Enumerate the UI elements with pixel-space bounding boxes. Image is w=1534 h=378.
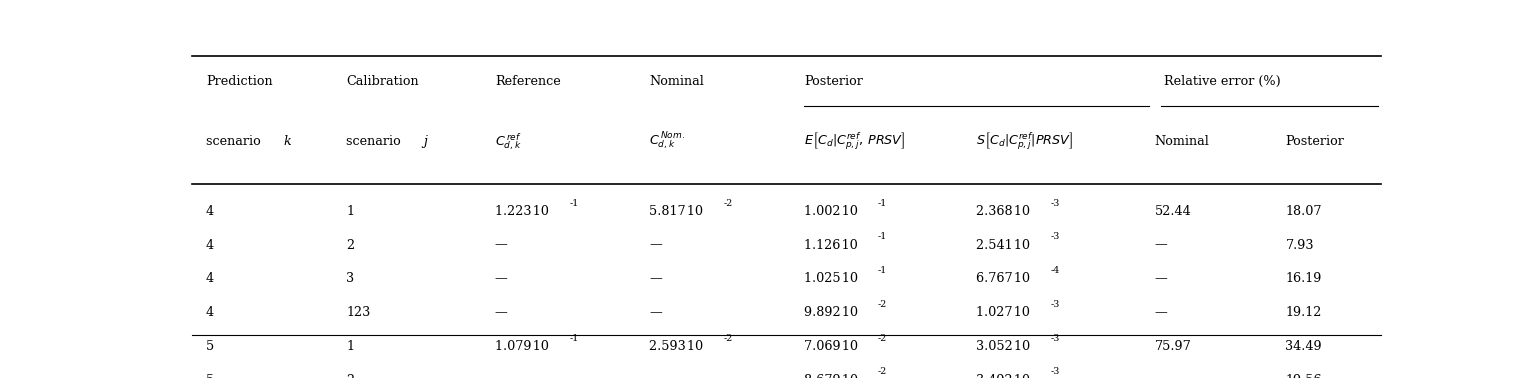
Text: 4: 4 [206, 239, 215, 251]
Text: —: — [649, 306, 663, 319]
Text: Relative error (%): Relative error (%) [1164, 75, 1281, 88]
Text: 1: 1 [347, 340, 354, 353]
Text: —: — [495, 272, 508, 285]
Text: Nominal: Nominal [649, 75, 704, 88]
Text: 1.079 10: 1.079 10 [495, 340, 549, 353]
Text: Posterior: Posterior [1285, 135, 1344, 148]
Text: Calibration: Calibration [347, 75, 419, 88]
Text: -3: -3 [1051, 367, 1060, 376]
Text: $E\left[C_d|C_{p,j}^{ref},\,PRSV\right]$: $E\left[C_d|C_{p,j}^{ref},\,PRSV\right]$ [804, 131, 905, 152]
Text: -3: -3 [1051, 198, 1060, 208]
Text: 4: 4 [206, 306, 215, 319]
Text: 2: 2 [347, 373, 354, 378]
Text: Posterior: Posterior [804, 75, 864, 88]
Text: -1: -1 [877, 232, 887, 242]
Text: 1.223 10: 1.223 10 [495, 205, 549, 218]
Text: -2: -2 [723, 334, 732, 343]
Text: —: — [1155, 239, 1167, 251]
Text: —: — [1155, 306, 1167, 319]
Text: —: — [649, 239, 663, 251]
Text: -4: -4 [1051, 266, 1060, 275]
Text: 16.19: 16.19 [1285, 272, 1322, 285]
Text: scenario: scenario [347, 135, 405, 148]
Text: -1: -1 [569, 198, 578, 208]
Text: 7.069 10: 7.069 10 [804, 340, 858, 353]
Text: Prediction: Prediction [206, 75, 273, 88]
Text: —: — [1155, 272, 1167, 285]
Text: 9.892 10: 9.892 10 [804, 306, 858, 319]
Text: 1.027 10: 1.027 10 [977, 306, 1031, 319]
Text: 1.002 10: 1.002 10 [804, 205, 858, 218]
Text: 52.44: 52.44 [1155, 205, 1192, 218]
Text: —: — [495, 373, 508, 378]
Text: -1: -1 [877, 266, 887, 275]
Text: 4: 4 [206, 272, 215, 285]
Text: 8.679 10: 8.679 10 [804, 373, 858, 378]
Text: Nominal: Nominal [1155, 135, 1210, 148]
Text: 3.492 10: 3.492 10 [977, 373, 1031, 378]
Text: 123: 123 [347, 306, 371, 319]
Text: 1.126 10: 1.126 10 [804, 239, 858, 251]
Text: $S\left[C_d|C_{p,j}^{ref}|PRSV\right]$: $S\left[C_d|C_{p,j}^{ref}|PRSV\right]$ [977, 131, 1074, 152]
Text: —: — [1155, 373, 1167, 378]
Text: 2.593 10: 2.593 10 [649, 340, 704, 353]
Text: —: — [495, 306, 508, 319]
Text: 5: 5 [206, 373, 215, 378]
Text: Reference: Reference [495, 75, 560, 88]
Text: 19.12: 19.12 [1285, 306, 1322, 319]
Text: -2: -2 [877, 300, 887, 309]
Text: -3: -3 [1051, 232, 1060, 242]
Text: -3: -3 [1051, 300, 1060, 309]
Text: $C_{d,k}^{\,Nom.}$: $C_{d,k}^{\,Nom.}$ [649, 131, 686, 152]
Text: 3.052 10: 3.052 10 [977, 340, 1031, 353]
Text: $C_{d,k}^{\,ref}$: $C_{d,k}^{\,ref}$ [495, 131, 522, 152]
Text: k: k [284, 135, 291, 148]
Text: -3: -3 [1051, 334, 1060, 343]
Text: 75.97: 75.97 [1155, 340, 1192, 353]
Text: —: — [649, 272, 663, 285]
Text: -2: -2 [877, 367, 887, 376]
Text: —: — [649, 373, 663, 378]
Text: 34.49: 34.49 [1285, 340, 1322, 353]
Text: —: — [495, 239, 508, 251]
Text: -2: -2 [877, 334, 887, 343]
Text: -2: -2 [723, 198, 732, 208]
Text: 18.07: 18.07 [1285, 205, 1322, 218]
Text: 4: 4 [206, 205, 215, 218]
Text: 6.767 10: 6.767 10 [977, 272, 1031, 285]
Text: 7.93: 7.93 [1285, 239, 1315, 251]
Text: 19.56: 19.56 [1285, 373, 1322, 378]
Text: 2: 2 [347, 239, 354, 251]
Text: 3: 3 [347, 272, 354, 285]
Text: 1.025 10: 1.025 10 [804, 272, 858, 285]
Text: scenario: scenario [206, 135, 265, 148]
Text: 2.368 10: 2.368 10 [977, 205, 1031, 218]
Text: 5.817 10: 5.817 10 [649, 205, 704, 218]
Text: -1: -1 [569, 334, 578, 343]
Text: 5: 5 [206, 340, 215, 353]
Text: j: j [423, 135, 428, 148]
Text: -1: -1 [877, 198, 887, 208]
Text: 1: 1 [347, 205, 354, 218]
Text: 2.541 10: 2.541 10 [977, 239, 1031, 251]
